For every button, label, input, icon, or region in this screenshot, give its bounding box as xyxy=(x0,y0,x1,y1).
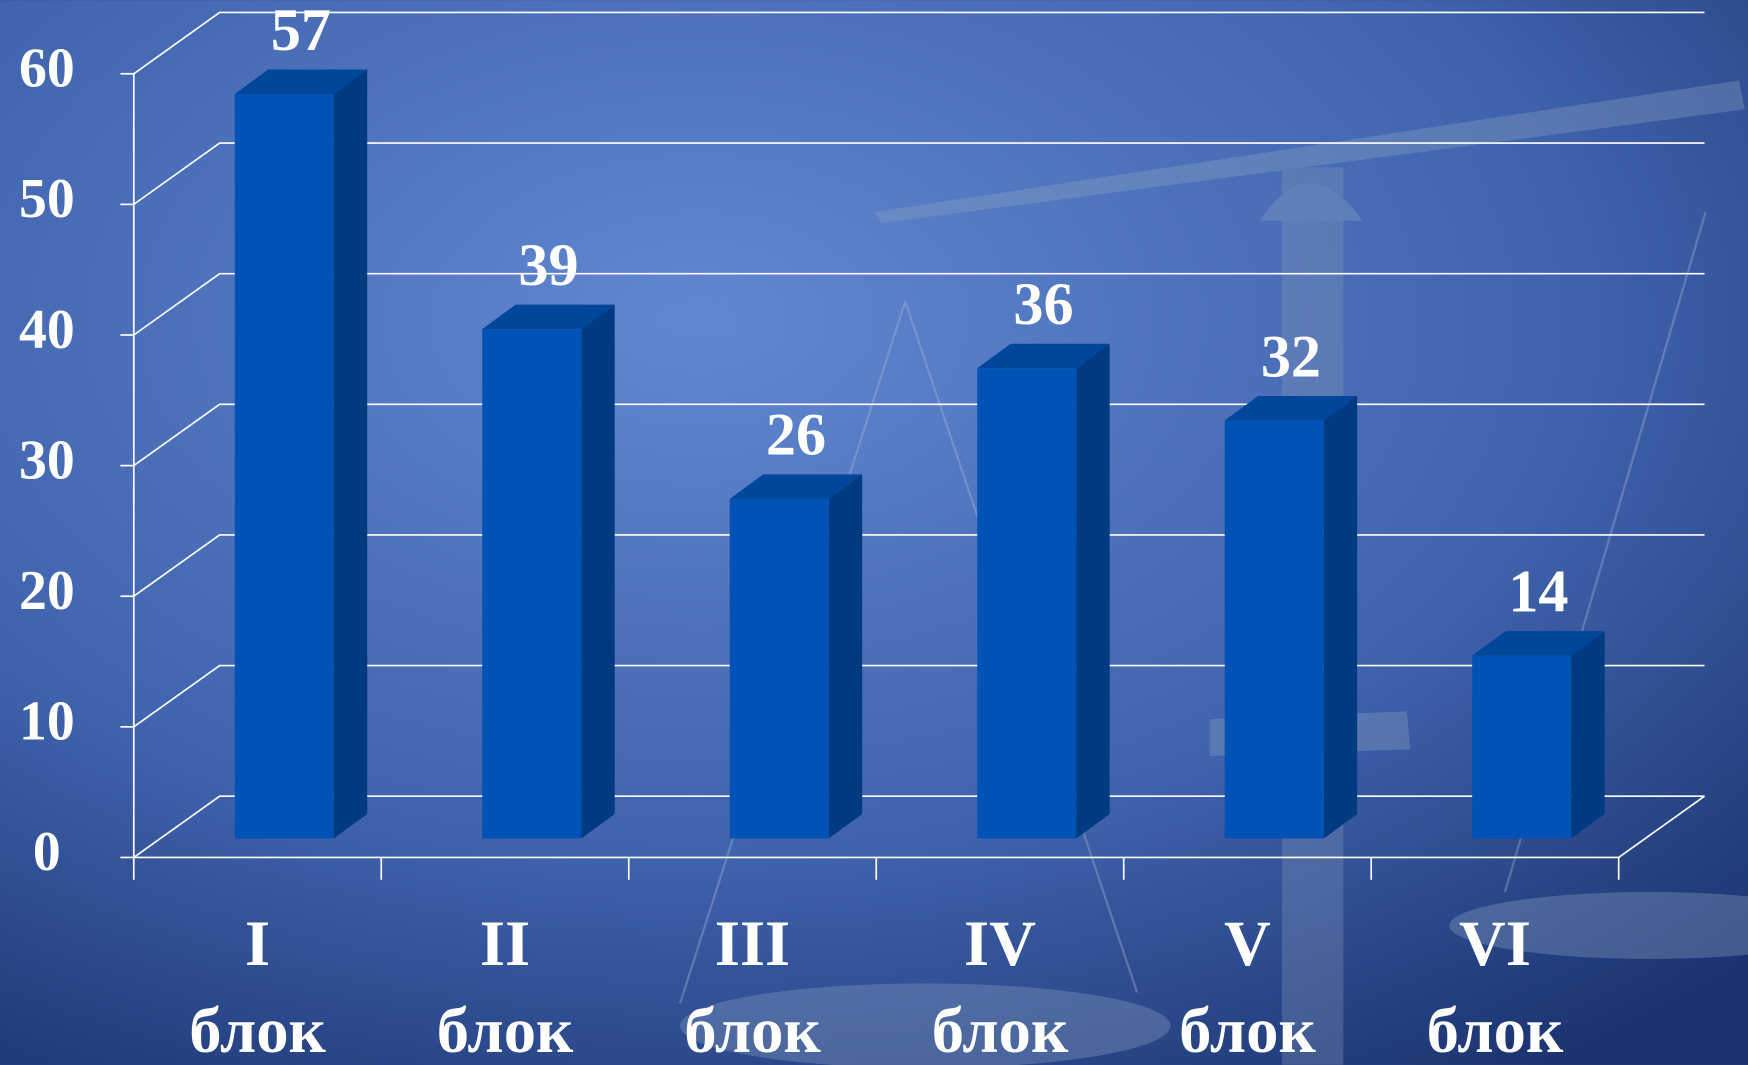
x-tick-label: II xyxy=(480,907,530,979)
y-tick-label: 20 xyxy=(19,560,75,622)
bar xyxy=(729,498,829,839)
x-tick-label: V xyxy=(1224,907,1271,979)
y-tick-label: 0 xyxy=(33,821,61,883)
y-tick-label: 10 xyxy=(19,691,75,753)
x-tick-label: блок xyxy=(1427,994,1564,1065)
bar xyxy=(482,329,582,839)
x-tick-label: III xyxy=(715,907,790,979)
x-tick-label: блок xyxy=(1179,994,1316,1065)
bar-top xyxy=(1472,631,1605,656)
bar-top xyxy=(482,304,615,330)
x-tick-label: VI xyxy=(1459,907,1531,979)
x-tick-label: блок xyxy=(932,994,1069,1065)
bar xyxy=(1224,420,1324,839)
grid-line xyxy=(133,795,1705,859)
bar-top xyxy=(234,69,368,94)
bar-side xyxy=(333,69,368,839)
bar-top xyxy=(729,474,863,499)
y-tick-label: 30 xyxy=(19,429,75,491)
x-tick-label: I xyxy=(245,907,270,979)
bar xyxy=(234,93,334,839)
bar-side xyxy=(828,474,863,839)
value-label: 57 xyxy=(271,0,331,64)
value-label: 14 xyxy=(1508,558,1568,625)
x-tick-label: блок xyxy=(189,994,326,1065)
value-label: 36 xyxy=(1013,271,1073,338)
grid-line xyxy=(133,272,1705,336)
value-label: 39 xyxy=(518,232,578,299)
x-tick-label: блок xyxy=(437,994,574,1065)
bar-top xyxy=(977,343,1110,369)
bar-side xyxy=(1571,631,1605,839)
bar-side xyxy=(1323,396,1358,839)
value-label: 32 xyxy=(1261,323,1321,390)
x-tick-label: блок xyxy=(684,994,821,1065)
bar xyxy=(1472,655,1572,839)
bar-side xyxy=(581,304,615,839)
bar-side xyxy=(1076,343,1110,839)
bar-top xyxy=(1224,396,1358,421)
value-label: 26 xyxy=(766,402,826,469)
grid-line xyxy=(133,403,1705,467)
x-tick-label: IV xyxy=(964,907,1036,979)
y-tick-label: 40 xyxy=(19,299,75,361)
grid-line xyxy=(133,664,1705,728)
grid-line xyxy=(133,534,1705,597)
bar xyxy=(977,368,1077,839)
y-tick-label: 60 xyxy=(19,38,75,100)
grid-line xyxy=(133,11,1705,75)
y-tick-label: 50 xyxy=(19,168,75,230)
grid-line xyxy=(133,142,1705,206)
